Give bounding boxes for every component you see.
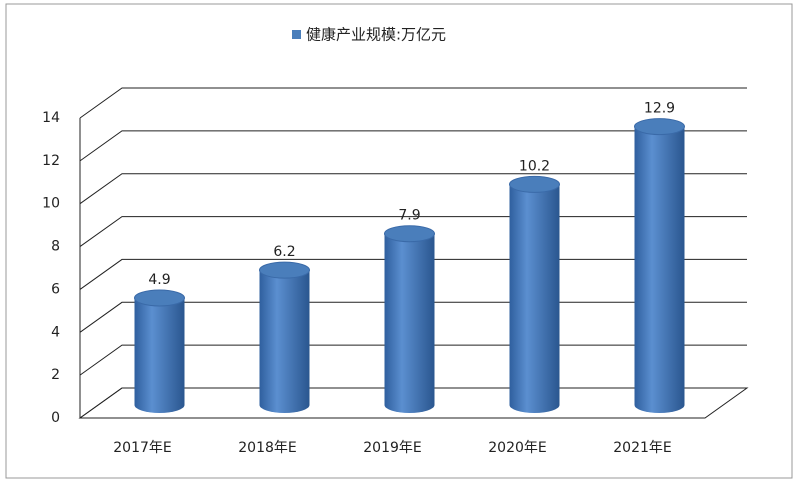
- bar-top: [634, 118, 685, 136]
- x-tick-label: 2021年E: [613, 440, 671, 456]
- bar: [634, 118, 685, 414]
- legend-swatch: [292, 30, 301, 39]
- y-tick-label: 6: [51, 281, 60, 297]
- bar-top: [134, 289, 185, 307]
- value-label: 10.2: [519, 158, 550, 174]
- bar: [259, 261, 310, 413]
- grid-line: [79, 173, 747, 205]
- bar-body: [384, 233, 435, 413]
- bar-body: [634, 126, 685, 414]
- value-label: 7.9: [398, 208, 420, 224]
- bar-top: [259, 261, 310, 279]
- x-tick-label: 2019年E: [363, 440, 421, 456]
- value-label: 4.9: [148, 272, 170, 288]
- grid-line: [79, 87, 747, 119]
- x-tick-label: 2018年E: [238, 440, 296, 456]
- y-tick-label: 2: [51, 367, 60, 383]
- y-tick-label: 12: [42, 153, 60, 169]
- bar-top: [509, 175, 560, 193]
- y-tick-label: 0: [51, 410, 60, 426]
- x-tick-label: 2020年E: [488, 440, 546, 456]
- bar-top: [384, 225, 435, 243]
- x-tick-label: 2017年E: [113, 440, 171, 456]
- y-tick-label: 10: [42, 196, 60, 212]
- legend: 健康产业规模:万亿元: [292, 26, 446, 44]
- value-label: 12.9: [644, 101, 675, 117]
- y-tick-label: 14: [42, 110, 60, 126]
- bar: [134, 289, 185, 413]
- y-tick-label: 4: [51, 324, 60, 340]
- bar-body: [259, 270, 310, 413]
- grid-line: [79, 130, 747, 162]
- bar-body: [134, 298, 185, 413]
- bar: [509, 175, 560, 413]
- value-label: 6.2: [273, 244, 295, 260]
- bar-body: [509, 184, 560, 413]
- legend-label: 健康产业规模:万亿元: [306, 26, 446, 44]
- y-tick-label: 8: [51, 239, 60, 255]
- bar: [384, 225, 435, 413]
